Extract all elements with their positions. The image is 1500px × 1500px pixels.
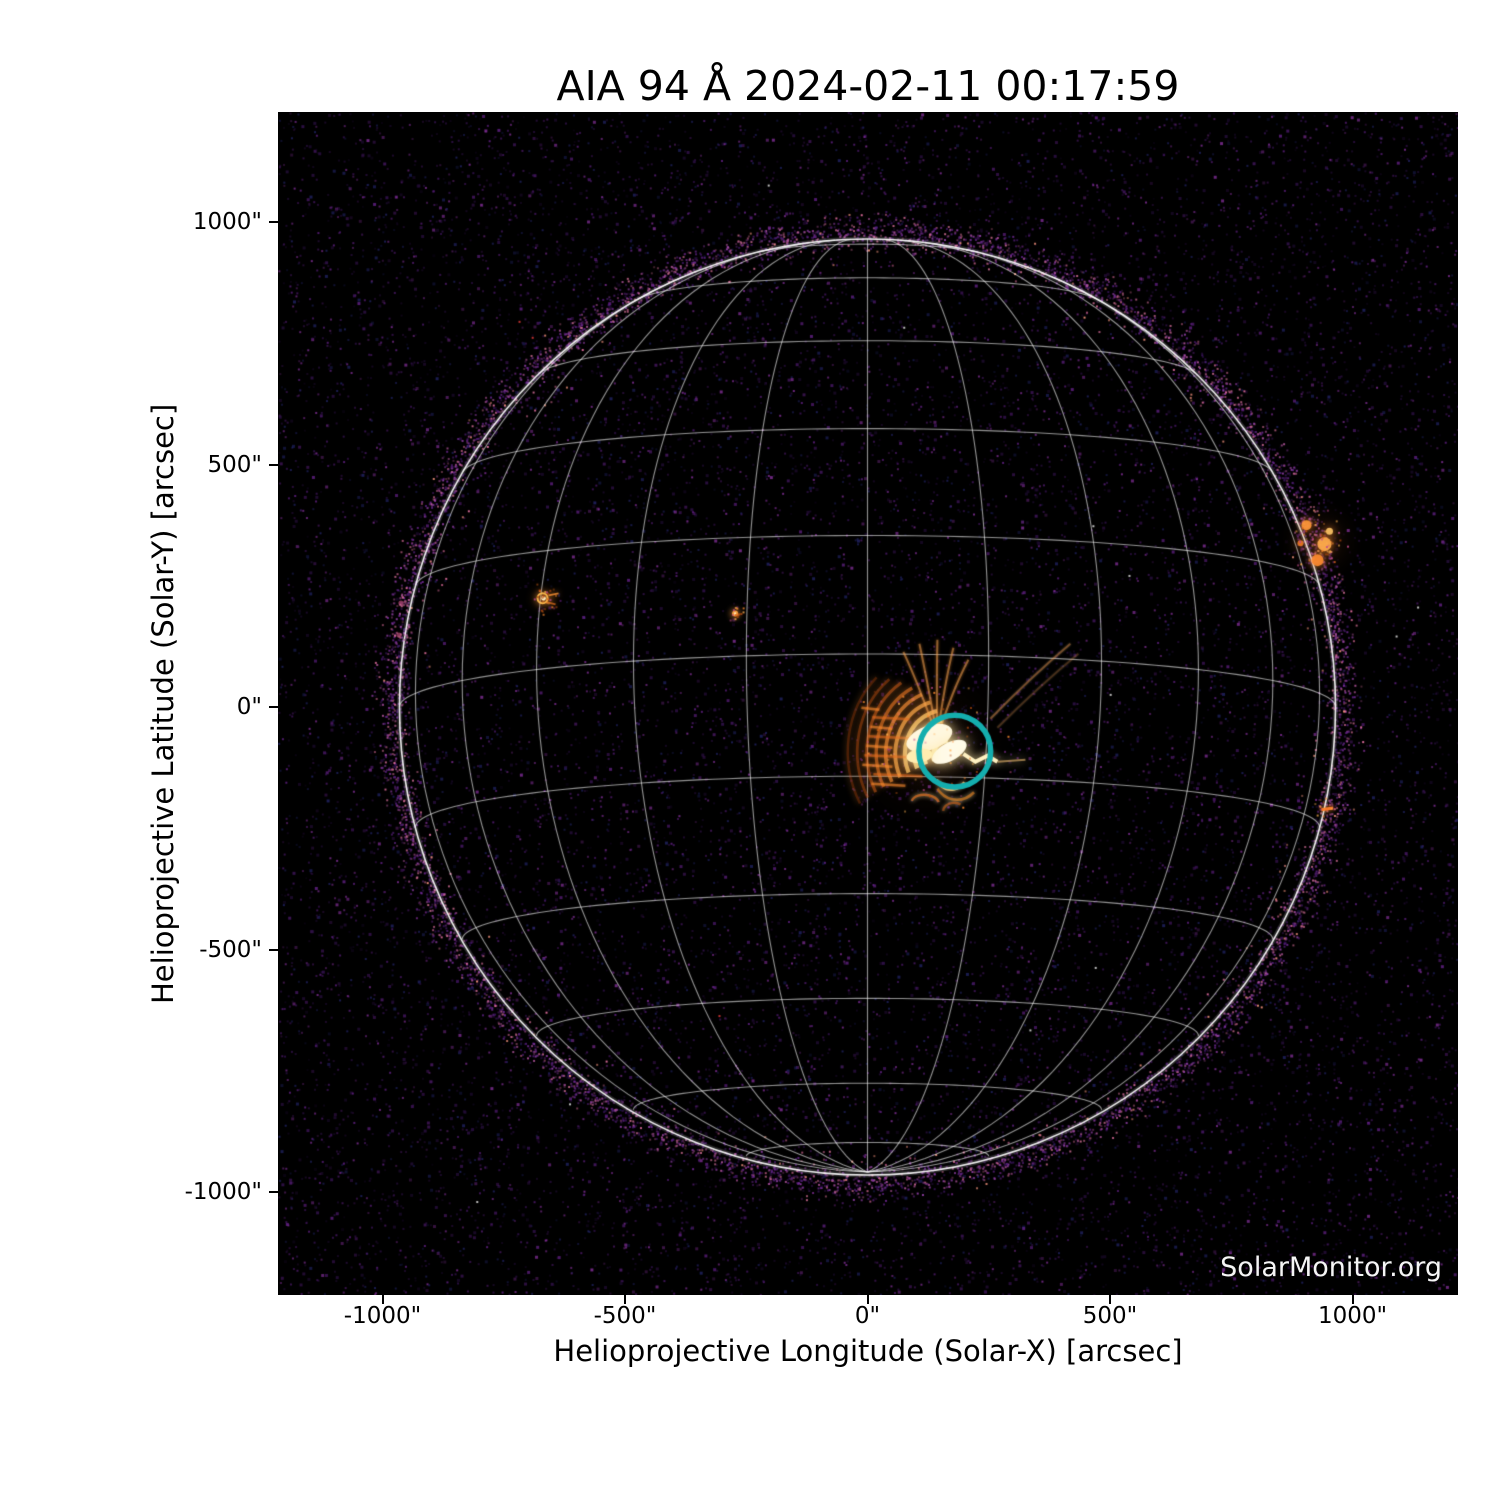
y-tick-label: 500": [207, 451, 262, 478]
x-axis-label: Helioprojective Longitude (Solar-X) [arc…: [553, 1334, 1183, 1368]
y-tick-label: -1000": [184, 1179, 262, 1205]
y-tick-mark: [269, 1191, 278, 1193]
x-tick-label: 500": [1082, 1303, 1138, 1329]
y-tick-mark: [269, 221, 278, 223]
y-tick-label: 0": [236, 694, 262, 720]
x-tick-label: -1000": [343, 1303, 422, 1329]
x-tick-mark: [1109, 1295, 1111, 1304]
solar-image-canvas: [278, 112, 1458, 1295]
y-tick-mark: [269, 948, 278, 951]
x-tick-mark: [1351, 1295, 1354, 1304]
figure-title: AIA 94 Å 2024-02-11 00:17:59: [556, 62, 1180, 110]
y-tick-mark: [269, 706, 278, 708]
x-tick-label: 0": [854, 1303, 881, 1329]
y-tick-label: 1000": [192, 209, 262, 235]
x-tick-mark: [624, 1295, 626, 1304]
x-tick-mark: [381, 1295, 384, 1304]
x-tick-mark: [866, 1295, 869, 1304]
y-tick-mark: [269, 463, 278, 466]
y-tick-label: -500": [199, 936, 262, 963]
plot-area: SolarMonitor.org: [278, 112, 1458, 1295]
x-tick-label: 1000": [1317, 1303, 1388, 1329]
x-tick-label: -500": [593, 1303, 657, 1329]
watermark: SolarMonitor.org: [1220, 1252, 1442, 1283]
